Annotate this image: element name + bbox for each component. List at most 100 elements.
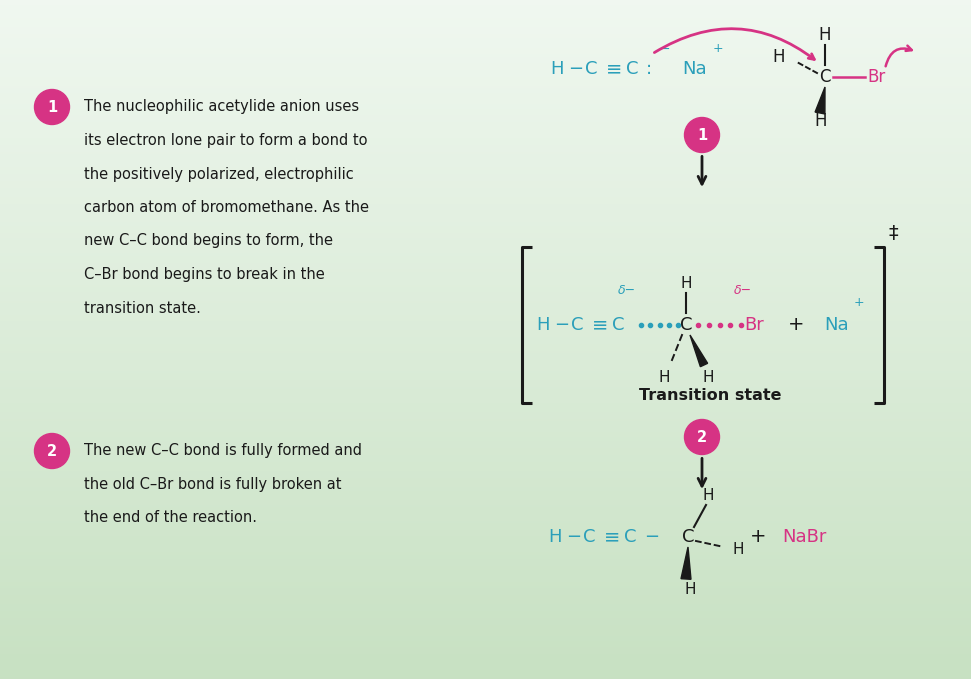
Bar (0, 299, 971, 301)
Bar (0, 661, 971, 663)
Bar (0, 61, 971, 63)
Bar (0, 172, 971, 175)
Bar (0, 589, 971, 591)
Bar (0, 507, 971, 509)
Text: H: H (702, 488, 714, 502)
Bar (0, 362, 971, 365)
Bar (0, 575, 971, 577)
Bar (0, 219, 971, 222)
Bar (0, 435, 971, 437)
Text: C: C (682, 528, 694, 546)
Bar (0, 278, 971, 280)
Bar (0, 672, 971, 674)
Bar (0, 545, 971, 548)
Bar (0, 292, 971, 294)
Bar (0, 93, 971, 95)
Bar (0, 127, 971, 129)
Bar (0, 242, 971, 244)
Bar (0, 369, 971, 371)
Bar (0, 175, 971, 177)
Text: C–Br bond begins to break in the: C–Br bond begins to break in the (84, 267, 324, 282)
Bar (0, 285, 971, 287)
Bar (0, 43, 971, 45)
Bar (0, 405, 971, 407)
Bar (0, 185, 971, 188)
Bar (0, 68, 971, 70)
Bar (0, 202, 971, 204)
Bar (0, 270, 971, 272)
Text: H: H (681, 276, 691, 291)
Text: :: : (646, 60, 653, 78)
Bar (0, 530, 971, 532)
Bar (0, 562, 971, 564)
Text: +: + (713, 43, 723, 56)
Bar (0, 609, 971, 611)
Text: ≡: ≡ (592, 316, 609, 335)
Bar (0, 342, 971, 344)
Bar (0, 674, 971, 677)
Bar (0, 188, 971, 190)
Bar (0, 382, 971, 385)
Bar (0, 73, 971, 75)
Text: −: − (568, 60, 584, 78)
Polygon shape (815, 87, 825, 114)
Bar (0, 375, 971, 378)
Bar (0, 446, 971, 448)
Bar (0, 582, 971, 584)
Bar (0, 572, 971, 575)
Bar (0, 151, 971, 154)
Bar (0, 226, 971, 229)
Text: −: − (644, 528, 659, 546)
Bar (0, 321, 971, 324)
Bar (0, 213, 971, 215)
Bar (0, 667, 971, 670)
Bar (0, 129, 971, 131)
Bar (0, 192, 971, 195)
Bar (0, 22, 971, 25)
Bar (0, 145, 971, 147)
Bar (0, 460, 971, 462)
Bar (0, 496, 971, 498)
Bar (0, 276, 971, 278)
Text: Na: Na (682, 60, 707, 78)
Bar (0, 480, 971, 482)
Bar (0, 428, 971, 430)
Bar (0, 358, 971, 360)
Bar (0, 464, 971, 466)
Bar (0, 516, 971, 518)
Bar (0, 190, 971, 192)
Bar (0, 521, 971, 523)
Bar (0, 473, 971, 475)
Bar (0, 79, 971, 81)
Bar (0, 111, 971, 113)
Bar (0, 249, 971, 251)
Bar (0, 100, 971, 102)
Bar (0, 477, 971, 480)
Bar (0, 331, 971, 333)
Text: NaBr: NaBr (782, 528, 826, 546)
Bar (0, 360, 971, 362)
Bar (0, 117, 971, 120)
Bar (0, 647, 971, 650)
Circle shape (35, 433, 70, 469)
Bar (0, 409, 971, 412)
Bar (0, 149, 971, 151)
Text: ≡: ≡ (606, 60, 622, 79)
Bar (0, 484, 971, 487)
Bar (0, 645, 971, 647)
Bar (0, 677, 971, 679)
Bar (0, 210, 971, 213)
Bar (0, 263, 971, 265)
Text: +: + (854, 297, 864, 310)
Bar (0, 66, 971, 68)
Bar (0, 487, 971, 489)
Text: H: H (819, 26, 831, 44)
Bar (0, 392, 971, 394)
Bar (0, 550, 971, 552)
Bar (0, 39, 971, 41)
Bar (0, 504, 971, 507)
Bar (0, 616, 971, 618)
Text: 1: 1 (697, 128, 707, 143)
Bar (0, 168, 971, 170)
Bar (0, 12, 971, 14)
